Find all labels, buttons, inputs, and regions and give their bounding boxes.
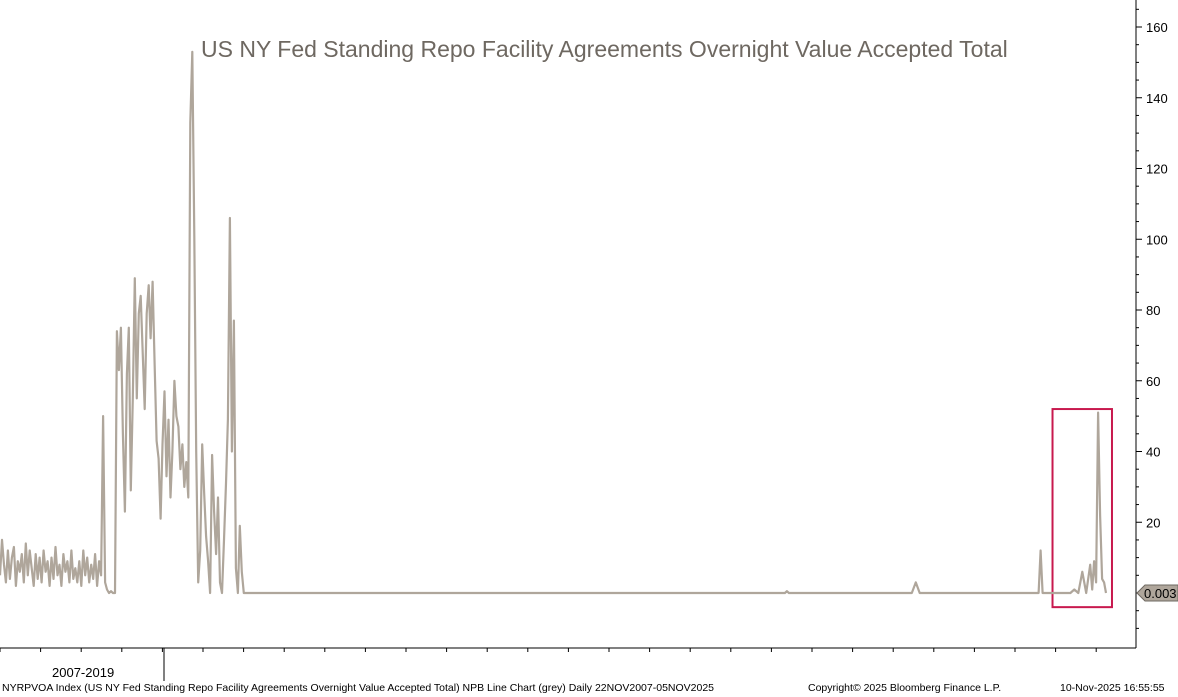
series-line-0 (0, 50, 1108, 595)
x-period-label: 2007-2019 (52, 665, 114, 680)
footer-copyright: Copyright© 2025 Bloomberg Finance L.P. (808, 682, 1002, 694)
footer-description: NYRPVOA Index (US NY Fed Standing Repo F… (2, 682, 715, 694)
footer-timestamp: 10-Nov-2025 16:55:55 (1060, 682, 1165, 694)
y-tick-label: 100 (1146, 232, 1168, 247)
y-tick-label: 120 (1146, 162, 1168, 177)
y-tick-label: 60 (1146, 374, 1160, 389)
last-value-marker: 0.003 (1136, 584, 1178, 602)
last-value-label: 0.003 (1144, 586, 1177, 601)
y-tick-label: 80 (1146, 303, 1160, 318)
highlight-box (1051, 408, 1113, 609)
last-value-tag (1136, 584, 1178, 602)
series-layer (0, 50, 1108, 595)
y-tick-label: 140 (1146, 91, 1168, 106)
chart-title: US NY Fed Standing Repo Facility Agreeme… (201, 36, 1008, 62)
y-axis: 20 40 60 80 100 120 140 160 (1135, 0, 1168, 648)
x-axis (0, 647, 1136, 681)
y-tick-label: 40 (1146, 445, 1160, 460)
y-tick-label: 20 (1146, 515, 1160, 530)
highlight-rect (1051, 408, 1113, 609)
y-tick-label: 160 (1146, 20, 1168, 35)
